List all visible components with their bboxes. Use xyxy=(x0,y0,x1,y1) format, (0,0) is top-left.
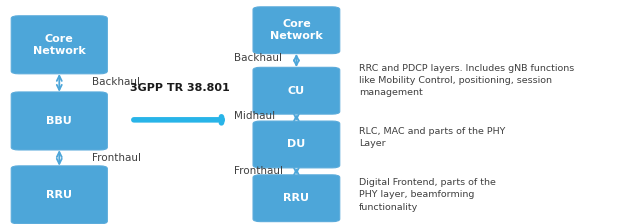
FancyBboxPatch shape xyxy=(11,166,107,224)
FancyBboxPatch shape xyxy=(11,16,107,74)
Text: Fronthaul: Fronthaul xyxy=(92,153,142,163)
Text: RRU: RRU xyxy=(46,190,72,200)
Text: Core
Network: Core Network xyxy=(33,34,85,56)
Text: RRU: RRU xyxy=(283,193,310,203)
Text: Core
Network: Core Network xyxy=(270,19,323,41)
Text: DU: DU xyxy=(287,140,306,149)
FancyBboxPatch shape xyxy=(253,67,339,114)
Text: CU: CU xyxy=(288,86,305,96)
Text: Backhaul: Backhaul xyxy=(92,77,140,87)
Text: RLC, MAC and parts of the PHY
Layer: RLC, MAC and parts of the PHY Layer xyxy=(359,127,505,148)
Text: Digital Frontend, parts of the
PHY layer, beamforming
functionality: Digital Frontend, parts of the PHY layer… xyxy=(359,178,495,211)
Text: RRC and PDCP layers. Includes gNB functions
like Mobility Control, positioning, : RRC and PDCP layers. Includes gNB functi… xyxy=(359,64,574,97)
FancyBboxPatch shape xyxy=(253,121,339,168)
Text: BBU: BBU xyxy=(46,116,72,126)
FancyBboxPatch shape xyxy=(253,175,339,222)
FancyBboxPatch shape xyxy=(253,7,339,54)
Text: 3GPP TR 38.801: 3GPP TR 38.801 xyxy=(130,83,229,93)
Text: Midhaul: Midhaul xyxy=(234,112,275,121)
Text: Backhaul: Backhaul xyxy=(234,53,282,63)
FancyBboxPatch shape xyxy=(11,92,107,150)
Text: Fronthaul: Fronthaul xyxy=(234,166,283,176)
